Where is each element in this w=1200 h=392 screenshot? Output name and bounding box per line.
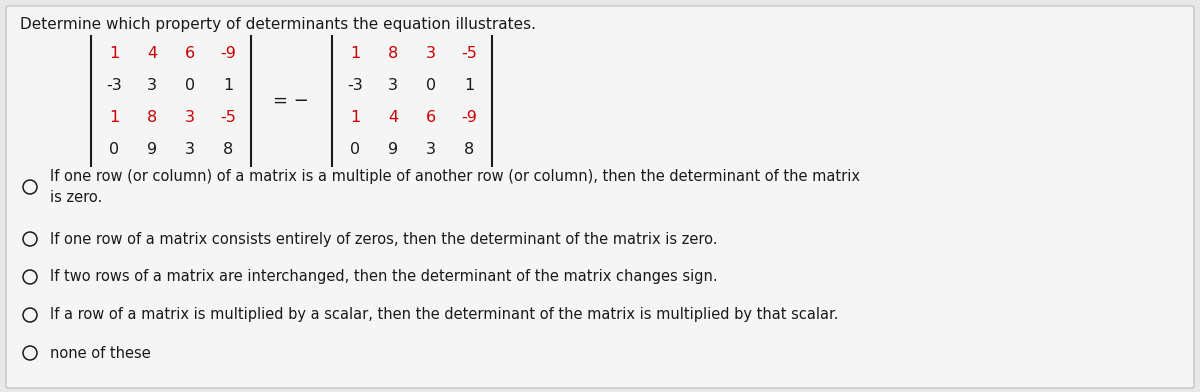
Text: 9: 9 (146, 142, 157, 156)
Text: If a row of a matrix is multiplied by a scalar, then the determinant of the matr: If a row of a matrix is multiplied by a … (50, 307, 839, 323)
Text: 1: 1 (109, 45, 119, 60)
Text: If one row of a matrix consists entirely of zeros, then the determinant of the m: If one row of a matrix consists entirely… (50, 232, 718, 247)
Text: -3: -3 (347, 78, 362, 93)
Text: 8: 8 (223, 142, 233, 156)
Text: 4: 4 (146, 45, 157, 60)
Text: 3: 3 (388, 78, 398, 93)
FancyBboxPatch shape (6, 6, 1194, 388)
Text: -9: -9 (220, 45, 236, 60)
Text: 0: 0 (109, 142, 119, 156)
Text: 1: 1 (109, 109, 119, 125)
Text: 3: 3 (148, 78, 157, 93)
Text: 3: 3 (426, 142, 436, 156)
Text: = −: = − (274, 92, 308, 110)
Text: 0: 0 (350, 142, 360, 156)
Text: none of these: none of these (50, 345, 151, 361)
Text: -5: -5 (461, 45, 476, 60)
Text: 3: 3 (185, 109, 194, 125)
Text: 4: 4 (388, 109, 398, 125)
Text: 1: 1 (223, 78, 233, 93)
Text: -9: -9 (461, 109, 476, 125)
Text: 6: 6 (426, 109, 436, 125)
Text: 3: 3 (426, 45, 436, 60)
Text: -5: -5 (220, 109, 236, 125)
Text: If two rows of a matrix are interchanged, then the determinant of the matrix cha: If two rows of a matrix are interchanged… (50, 270, 718, 285)
Text: 8: 8 (388, 45, 398, 60)
Text: 1: 1 (464, 78, 474, 93)
Text: 9: 9 (388, 142, 398, 156)
Text: 8: 8 (146, 109, 157, 125)
Text: If one row (or column) of a matrix is a multiple of another row (or column), the: If one row (or column) of a matrix is a … (50, 169, 860, 205)
Text: 0: 0 (185, 78, 196, 93)
Text: -3: -3 (106, 78, 122, 93)
Text: 1: 1 (350, 109, 360, 125)
Text: 6: 6 (185, 45, 196, 60)
Text: 1: 1 (350, 45, 360, 60)
Text: 0: 0 (426, 78, 436, 93)
Text: 3: 3 (185, 142, 194, 156)
Text: 8: 8 (464, 142, 474, 156)
Text: Determine which property of determinants the equation illustrates.: Determine which property of determinants… (20, 17, 536, 32)
